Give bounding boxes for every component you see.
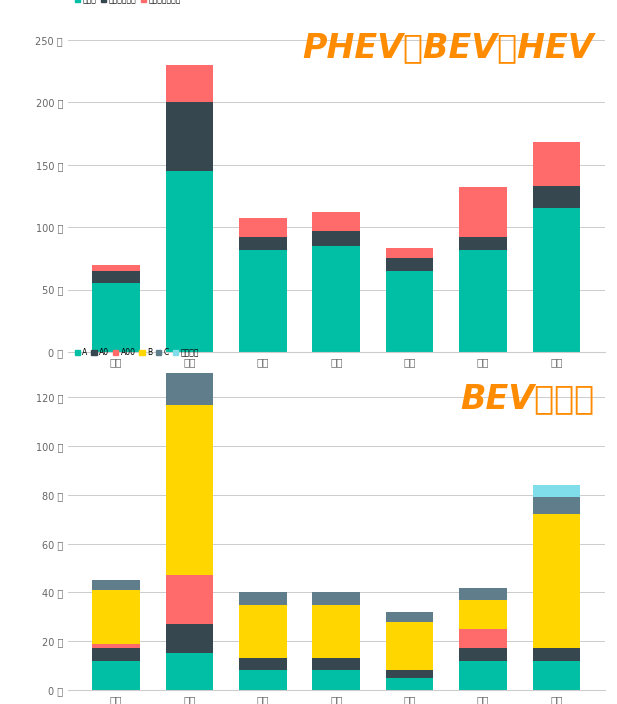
Bar [165,102,213,171]
Bar [386,271,434,352]
Legend: 纯电动, 混联混合动力, 插电式混合动力: 纯电动, 混联混合动力, 插电式混合动力 [72,0,184,7]
Bar [239,250,287,352]
Bar [459,187,507,237]
Bar [165,361,213,405]
Legend: A, A0, A00, B, C, 其他燃热: A, A0, A00, B, C, 其他燃热 [72,345,202,360]
Bar [532,515,580,648]
Bar [459,660,507,690]
Bar [532,648,580,660]
Bar [532,208,580,352]
Bar [312,212,360,231]
Bar [93,660,140,690]
Bar [165,405,213,575]
Bar [93,283,140,352]
Bar [532,186,580,208]
Bar [93,580,140,590]
Bar [532,485,580,498]
Bar [312,231,360,246]
Bar [93,590,140,643]
Bar [312,246,360,352]
Bar [239,605,287,658]
Bar [93,643,140,648]
Bar [459,237,507,250]
Bar [532,142,580,186]
Bar [93,648,140,660]
Bar [459,648,507,660]
Bar [312,593,360,605]
Bar [459,600,507,629]
Bar [165,65,213,102]
Bar [312,658,360,670]
Bar [93,271,140,283]
Bar [165,575,213,624]
Bar [239,593,287,605]
Bar [165,337,213,361]
Bar [239,218,287,237]
Bar [93,265,140,271]
Bar [459,629,507,648]
Text: BEV的分级: BEV的分级 [460,383,594,415]
Bar [386,612,434,622]
Bar [312,670,360,690]
Bar [165,624,213,653]
Bar [239,237,287,250]
Bar [532,498,580,515]
Bar [386,670,434,678]
Bar [239,658,287,670]
Bar [459,588,507,600]
Bar [386,622,434,670]
Bar [239,670,287,690]
Bar [312,605,360,658]
Text: PHEV、BEV和HEV: PHEV、BEV和HEV [302,31,594,64]
Bar [165,171,213,352]
Bar [165,653,213,690]
Bar [386,678,434,690]
Bar [459,250,507,352]
Bar [532,660,580,690]
Bar [386,258,434,271]
Bar [386,249,434,258]
